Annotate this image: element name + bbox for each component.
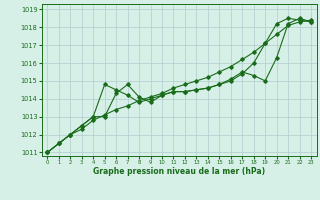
X-axis label: Graphe pression niveau de la mer (hPa): Graphe pression niveau de la mer (hPa) [93, 167, 265, 176]
